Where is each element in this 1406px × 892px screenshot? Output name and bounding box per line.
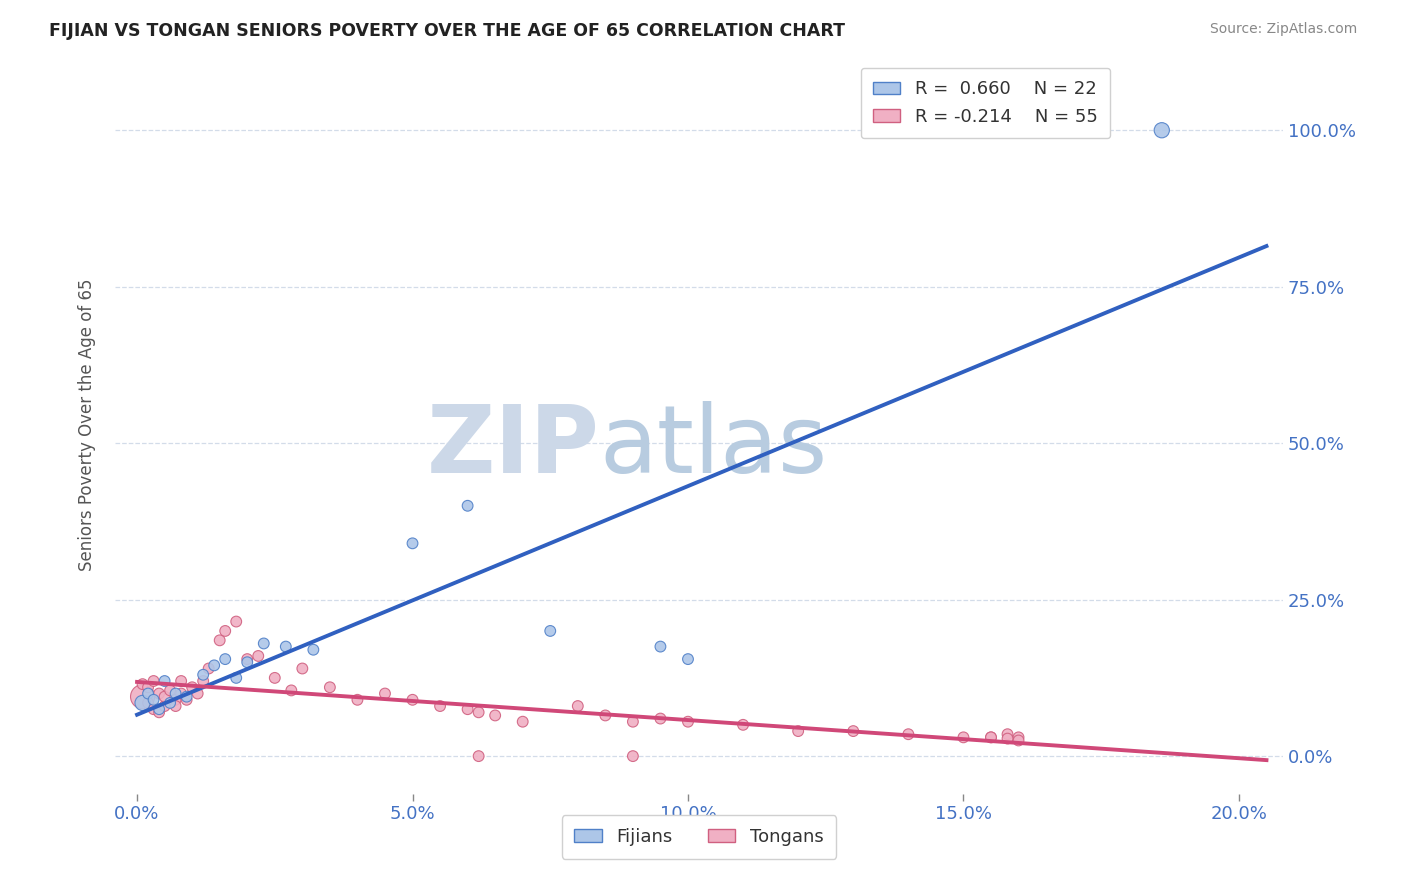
Point: [165, 687, 187, 701]
Legend: R =  0.660    N = 22, R = -0.214    N = 55: R = 0.660 N = 22, R = -0.214 N = 55: [860, 68, 1111, 138]
Point: [457, 499, 479, 513]
Point: [650, 640, 672, 654]
Point: [980, 731, 1002, 745]
Point: [274, 640, 297, 654]
Point: [676, 652, 699, 666]
Point: [484, 708, 506, 723]
Point: [225, 671, 247, 685]
Point: [538, 624, 561, 638]
Point: [291, 661, 314, 675]
Point: [650, 712, 672, 726]
Point: [208, 633, 231, 648]
Point: [467, 706, 489, 720]
Text: atlas: atlas: [600, 401, 828, 492]
Point: [1007, 731, 1029, 745]
Point: [247, 648, 270, 663]
Point: [842, 724, 865, 739]
Point: [897, 727, 920, 741]
Text: Source: ZipAtlas.com: Source: ZipAtlas.com: [1209, 22, 1357, 37]
Point: [280, 683, 302, 698]
Point: [997, 731, 1019, 746]
Point: [512, 714, 534, 729]
Point: [176, 690, 198, 704]
Point: [980, 731, 1002, 745]
Point: [401, 693, 423, 707]
Point: [214, 652, 236, 666]
Point: [595, 708, 617, 723]
Y-axis label: Seniors Poverty Over the Age of 65: Seniors Poverty Over the Age of 65: [79, 278, 96, 571]
Point: [165, 699, 187, 714]
Point: [676, 714, 699, 729]
Point: [142, 693, 165, 707]
Point: [153, 699, 176, 714]
Point: [165, 693, 187, 707]
Point: [131, 677, 153, 691]
Point: [374, 687, 396, 701]
Point: [170, 687, 193, 701]
Point: [236, 655, 259, 669]
Point: [236, 652, 259, 666]
Point: [131, 690, 153, 704]
Point: [401, 536, 423, 550]
Point: [253, 636, 276, 650]
Point: [148, 687, 170, 701]
Point: [131, 696, 153, 710]
Point: [567, 699, 589, 714]
Point: [467, 749, 489, 764]
Point: [1150, 123, 1173, 137]
Point: [136, 696, 159, 710]
Point: [159, 696, 181, 710]
Point: [429, 699, 451, 714]
Text: ZIP: ZIP: [427, 401, 600, 492]
Point: [148, 706, 170, 720]
Point: [997, 727, 1019, 741]
Point: [170, 673, 193, 688]
Text: FIJIAN VS TONGAN SENIORS POVERTY OVER THE AGE OF 65 CORRELATION CHART: FIJIAN VS TONGAN SENIORS POVERTY OVER TH…: [49, 22, 845, 40]
Point: [202, 658, 225, 673]
Point: [142, 702, 165, 716]
Point: [142, 673, 165, 688]
Point: [193, 673, 215, 688]
Point: [148, 702, 170, 716]
Point: [136, 680, 159, 694]
Point: [159, 683, 181, 698]
Point: [214, 624, 236, 638]
Point: [181, 680, 204, 694]
Point: [197, 661, 219, 675]
Point: [1007, 733, 1029, 747]
Point: [153, 690, 176, 704]
Point: [952, 731, 974, 745]
Point: [187, 687, 209, 701]
Point: [621, 749, 644, 764]
Point: [193, 667, 215, 681]
Point: [225, 615, 247, 629]
Point: [733, 718, 755, 732]
Point: [302, 642, 325, 657]
Point: [787, 724, 810, 739]
Point: [346, 693, 368, 707]
Point: [319, 680, 342, 694]
Point: [621, 714, 644, 729]
Point: [136, 687, 159, 701]
Point: [457, 702, 479, 716]
Point: [153, 673, 176, 688]
Point: [263, 671, 285, 685]
Point: [176, 693, 198, 707]
